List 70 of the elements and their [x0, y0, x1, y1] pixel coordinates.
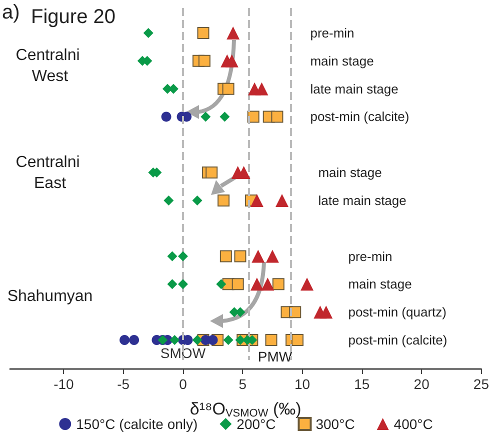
y-tick-label: post-min (quartz) [348, 304, 446, 320]
point [218, 194, 230, 206]
point [234, 250, 246, 262]
y-tick-label: post-min (calcite) [348, 332, 448, 348]
x-tick-label: -5 [117, 376, 130, 392]
point [320, 306, 333, 319]
point [292, 334, 304, 346]
y-tick-label: late main stage [310, 81, 398, 96]
x-tick-label: 0 [179, 376, 188, 392]
point [226, 26, 240, 40]
y-tick-label: main stage [318, 165, 382, 180]
point [120, 335, 130, 345]
y-tick-label: main stage [310, 53, 374, 68]
point [225, 54, 238, 68]
chart-title: Figure 20 [31, 6, 116, 28]
legend-label: 400°C [394, 416, 433, 432]
y-tick-label: post-min (calcite) [310, 109, 410, 124]
point [170, 335, 180, 345]
point [198, 54, 210, 67]
point [200, 112, 211, 122]
point [208, 335, 218, 345]
annotation: Shahumyan [7, 288, 93, 305]
x-tick-label: 20 [414, 376, 430, 392]
annotation: PMW [258, 348, 293, 364]
point [192, 335, 202, 345]
point [272, 278, 284, 290]
point [178, 279, 188, 290]
legend-label: 200°C [236, 416, 276, 432]
x-tick-label: 5 [238, 376, 247, 392]
point [232, 278, 244, 290]
point [220, 250, 232, 262]
point [206, 166, 218, 179]
point [178, 251, 188, 262]
point [266, 250, 279, 263]
point [164, 195, 174, 206]
x-tick-label: 15 [354, 376, 370, 392]
annotation: Centralni East [16, 154, 84, 192]
point [255, 82, 268, 96]
x-tick-label: -10 [54, 376, 74, 392]
point [216, 279, 226, 290]
point [271, 110, 284, 123]
point [275, 194, 288, 207]
legend-label: 300°C [316, 416, 355, 432]
legend-label: 150°C (calcite only) [76, 416, 198, 432]
y-tick-label: main stage [348, 276, 412, 292]
ref-line-label: SMOW [160, 345, 206, 361]
point [129, 335, 140, 345]
point [197, 27, 210, 39]
point [222, 82, 234, 95]
annotation: Centralni West [16, 47, 84, 85]
point [250, 278, 264, 291]
point [167, 251, 178, 262]
point [192, 195, 202, 206]
point [143, 28, 154, 38]
point [300, 278, 314, 291]
point [235, 335, 246, 345]
point [261, 278, 274, 291]
y-tick-label: late main stage [318, 192, 406, 208]
point [252, 250, 265, 263]
y-tick-label: pre-min [310, 26, 354, 40]
point [265, 334, 278, 346]
x-tick-label: 25 [473, 376, 490, 392]
annotation: a) [2, 2, 20, 24]
point [250, 194, 264, 207]
x-tick-label: 10 [294, 376, 310, 392]
point [223, 335, 234, 345]
point [220, 112, 230, 122]
point [167, 279, 178, 290]
y-tick-label: pre-min [348, 248, 392, 264]
point [161, 112, 172, 122]
